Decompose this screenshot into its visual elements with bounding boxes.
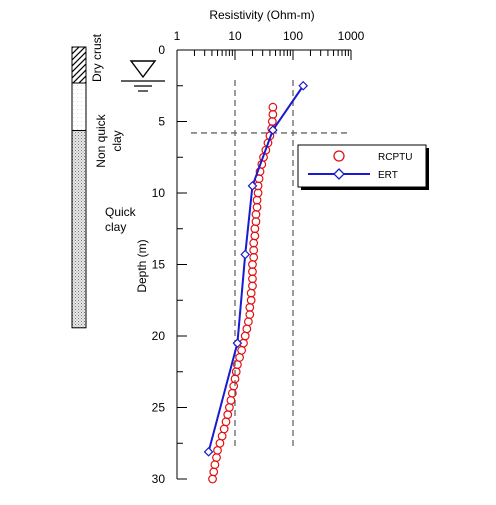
rcptu-point [213,446,222,455]
rcptu-point [240,331,250,341]
rcptu-point [249,245,259,255]
rcptu-point [251,210,261,219]
strat-layer-label: Quick [105,205,137,219]
rcptu-point [253,188,263,198]
rcptu-point [242,324,252,334]
rcptu-point [249,252,259,262]
strat-layer [71,130,87,329]
rcptu-point [210,460,220,470]
y-tick-label: 5 [158,115,165,129]
rcptu-point [246,295,256,305]
y-tick-label: 10 [152,186,166,200]
x-tick-label: 100 [283,29,303,43]
rcptu-point [246,288,256,298]
rcptu-point [267,117,277,126]
water-table-triangle [129,60,157,79]
rcptu-point [224,403,234,412]
ert-point [240,249,251,260]
rcptu-point [223,410,233,420]
rcptu-point [252,195,262,205]
rcptu-point [231,367,241,377]
water-table-icon [121,60,165,92]
strat-layer-label: clay [105,220,126,234]
y-tick-label: 30 [152,472,166,486]
x-tick-label: 10 [228,29,242,43]
y-tick-label: 20 [152,329,166,343]
rcptu-point [243,317,253,327]
rcptu-point [248,281,257,291]
ert-point [232,338,243,348]
rcptu-point [250,231,260,241]
strat-layer [71,82,87,132]
ert-point [203,446,214,457]
ert-point [298,80,309,91]
legend-ert-marker [333,168,345,180]
legend-rcptu-label: RCPTU [378,152,412,163]
strat-layer-label: Non quick [94,113,108,167]
legend-ert-label: ERT [378,170,398,181]
x-tick-label: 1000 [338,29,365,43]
rcptu-point [268,109,278,119]
x-axis-title: Resistivity (Ohm-m) [209,8,314,22]
axes: 1 10 100 1000 0 5 10 15 20 25 30 [152,29,365,486]
rcptu-point [245,310,255,319]
y-tick-label: 15 [152,258,166,272]
rcptu-point [252,202,262,212]
y-axis-title: Depth (m) [135,239,149,292]
rcptu-point [268,102,278,112]
rcptu-point [250,224,260,234]
rcptu-point [248,274,257,284]
rcptu-point [249,238,259,248]
legend: RCPTU ERT [297,144,429,190]
ert-line [207,85,305,453]
rcptu-point [237,345,247,355]
ert-point [247,181,258,191]
series-ert [203,80,309,457]
rcptu-point [217,431,227,441]
rcptu-point [212,453,221,462]
strat-layer-label: Dry crust [90,33,104,82]
rcptu-point [248,267,257,277]
rcptu-point [209,467,219,477]
rcptu-point [208,474,217,484]
rcptu-point [229,381,239,391]
y-tick-label: 25 [152,401,166,415]
legend-box [297,144,427,188]
rcptu-point [248,260,257,269]
x-tick-label: 1 [174,29,181,43]
rcptu-point [219,424,229,434]
y-tick-label: 0 [158,43,165,57]
rcptu-point [235,353,244,362]
rcptu-point [245,303,255,312]
rcptu-point [226,395,236,405]
rcptu-point [215,438,225,448]
rcptu-point [251,217,261,227]
rcptu-point [221,417,231,427]
strat-layer-label: clay [110,130,124,151]
legend-rcptu-marker [333,150,345,162]
ert-point [268,125,278,135]
strat-layer [71,46,87,84]
